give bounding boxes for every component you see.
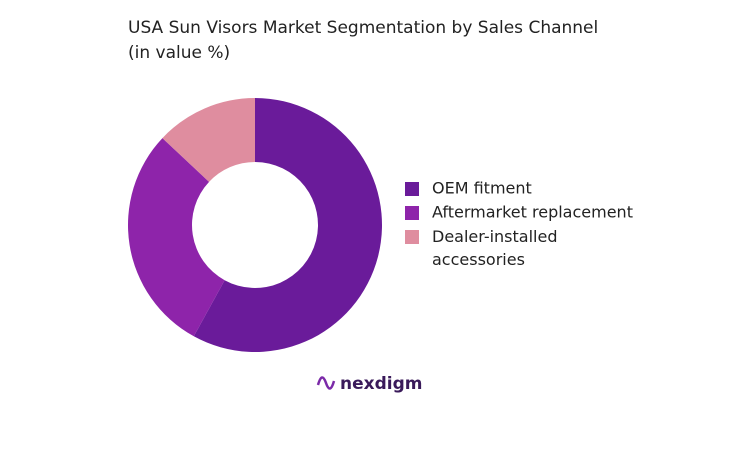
legend-line: accessories [432,250,525,269]
logo-mark [316,376,336,390]
donut-slice [162,98,255,182]
legend-swatch [405,230,419,244]
legend-swatch [405,206,419,220]
donut-slice [127,138,225,337]
legend-line: Dealer-installed [432,227,557,246]
logo-text: nexdigm [340,374,422,394]
legend-swatch [405,182,419,196]
chart-subtitle: (in value %) [128,43,230,63]
chart-title: USA Sun Visors Market Segmentation by Sa… [128,18,598,38]
legend-label: Aftermarket replacement [432,203,633,222]
legend-label: OEM fitment [432,179,532,198]
donut-slice [193,98,382,352]
legend-label: Dealer-installed accessories [432,227,557,269]
